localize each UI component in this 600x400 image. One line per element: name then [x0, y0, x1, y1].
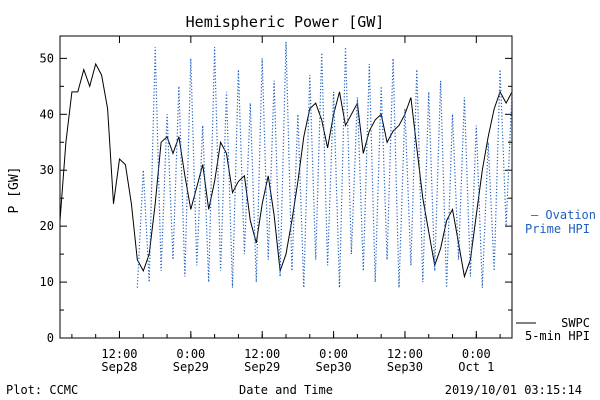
footer-timestamp: 2019/10/01 03:15:14: [445, 383, 582, 397]
legend-swpc-line1: SWPC: [561, 316, 590, 330]
y-tick-label: 20: [40, 219, 54, 233]
x-tick-label-time: 12:00: [101, 347, 137, 361]
y-tick-label: 0: [47, 331, 54, 345]
x-tick-label-time: 0:00: [319, 347, 348, 361]
x-tick-label-time: 0:00: [176, 347, 205, 361]
legend-swpc-line2: 5-min HPI: [525, 329, 590, 343]
x-axis-label: Date and Time: [239, 383, 333, 397]
legend-ovation-line1: — Ovation: [531, 208, 596, 222]
x-tick-label-time: 12:00: [387, 347, 423, 361]
footer-left: Plot: CCMC: [6, 383, 78, 397]
x-tick-label-date: Oct 1: [458, 360, 494, 374]
legend-ovation-line2: Prime HPI: [525, 222, 590, 236]
y-tick-label: 10: [40, 275, 54, 289]
y-tick-label: 30: [40, 163, 54, 177]
series-layer: [59, 41, 513, 288]
y-tick-label: 50: [40, 51, 54, 65]
x-tick-label-date: Sep30: [387, 360, 423, 374]
y-tick-label: 40: [40, 107, 54, 121]
x-tick-label-date: Sep29: [244, 360, 280, 374]
x-tick-label-date: Sep28: [101, 360, 137, 374]
y-axis: 0 10 20 30 40 50: [40, 51, 512, 345]
x-tick-label-date: Sep30: [316, 360, 352, 374]
x-tick-label-date: Sep29: [173, 360, 209, 374]
y-axis-label: P [GW]: [7, 167, 22, 214]
x-axis: 12:00Sep280:00Sep2912:00Sep290:00Sep3012…: [71, 36, 501, 374]
series-ovation-prime-line: [136, 41, 513, 288]
chart-title: Hemispheric Power [GW]: [186, 13, 385, 31]
x-tick-label-time: 0:00: [462, 347, 491, 361]
series-swpc-line: [59, 62, 513, 279]
x-tick-label-time: 12:00: [244, 347, 280, 361]
